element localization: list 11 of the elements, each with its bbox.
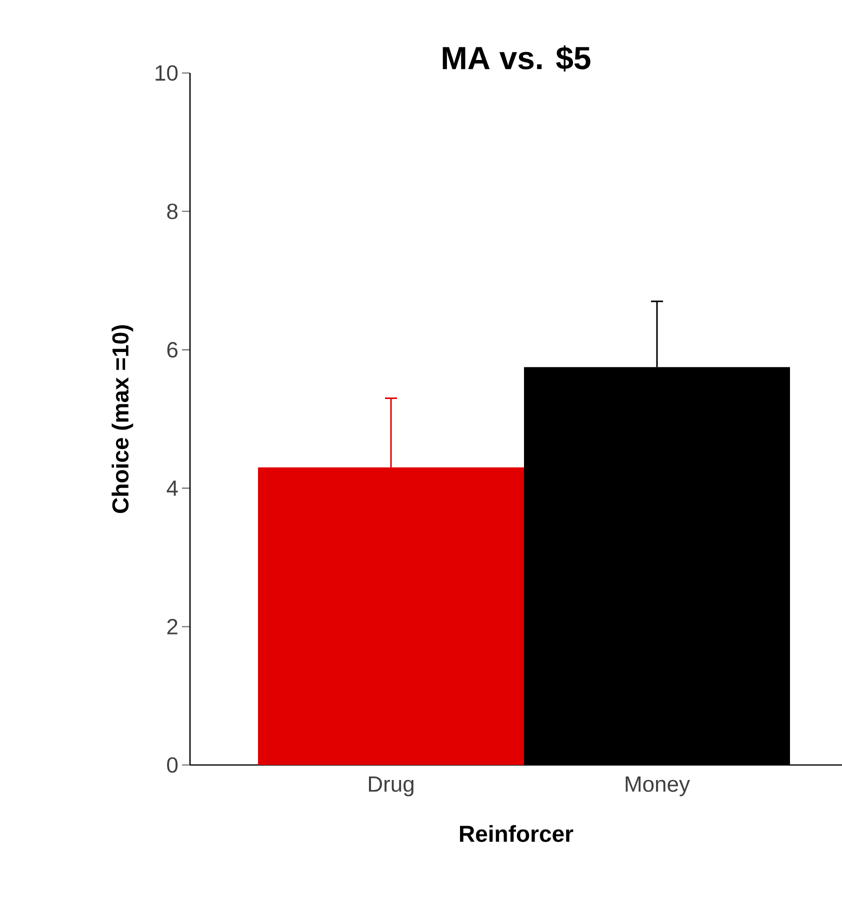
x-axis-title: Reinforcer	[460, 825, 574, 842]
y-tick-label: 0	[167, 757, 178, 773]
y-axis-title: Choice (max =10)	[112, 325, 134, 513]
x-tick-label: Money	[626, 776, 690, 796]
y-tick-label: 6	[167, 342, 178, 358]
chart-title: MA vs. $5	[442, 45, 590, 72]
x-tick-label: Drug	[368, 776, 414, 796]
y-tick-label: 10	[156, 65, 178, 81]
y-tick-label: 8	[167, 204, 178, 220]
y-tick-label: 2	[167, 618, 178, 634]
y-tick-label: 4	[166, 480, 178, 496]
